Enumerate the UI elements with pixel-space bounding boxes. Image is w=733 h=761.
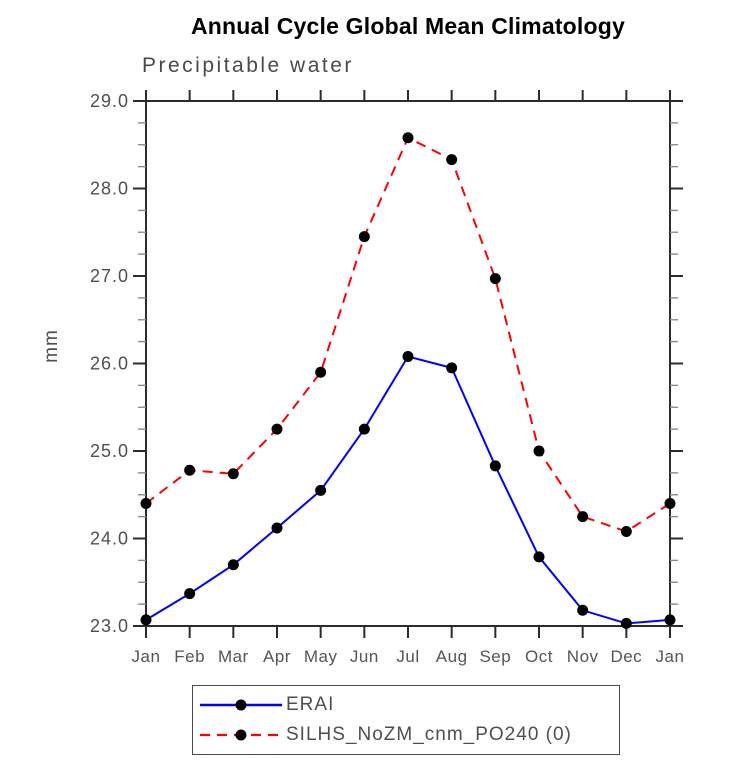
series-0-marker bbox=[402, 351, 414, 362]
series-1-marker bbox=[402, 132, 414, 144]
series-1-marker bbox=[620, 526, 632, 537]
series-1-marker bbox=[358, 231, 370, 243]
x-tick-label: Dec bbox=[610, 647, 642, 666]
x-tick-label: Nov bbox=[567, 647, 599, 666]
series-1-marker bbox=[184, 464, 196, 476]
series-0-marker bbox=[620, 617, 632, 629]
series-0-marker bbox=[227, 559, 239, 571]
erai-line-sample-icon bbox=[200, 699, 282, 711]
x-tick-label: May bbox=[304, 647, 338, 666]
x-tick-label: Oct bbox=[525, 647, 553, 666]
x-tick-label: Feb bbox=[174, 647, 205, 666]
series-0-marker bbox=[140, 614, 152, 626]
silhs-line-sample-icon bbox=[200, 729, 282, 741]
series-1-marker bbox=[533, 445, 545, 457]
series-1-marker bbox=[489, 273, 501, 285]
x-tick-label: Mar bbox=[218, 647, 249, 666]
series-0-line bbox=[145, 355, 671, 625]
series-1-marker bbox=[446, 154, 458, 166]
legend-label-silhs: SILHS_NoZM_cnm_PO240 (0) bbox=[286, 723, 572, 745]
y-axis-title: mm bbox=[41, 329, 62, 363]
x-tick-label: Jan bbox=[656, 647, 685, 666]
legend-box: ERAI SILHS_NoZM_cnm_PO240 (0) bbox=[192, 685, 620, 755]
series-1-line bbox=[145, 136, 671, 533]
x-tick-label: Jun bbox=[350, 647, 379, 666]
series-0-marker bbox=[358, 423, 370, 435]
x-tick-label: Jan bbox=[132, 647, 161, 666]
y-tick-label: 25.0 bbox=[90, 441, 129, 461]
legend-label-erai: ERAI bbox=[286, 694, 335, 716]
series-0-marker bbox=[533, 551, 545, 563]
series-0-marker bbox=[577, 604, 589, 616]
y-tick-label: 27.0 bbox=[90, 266, 129, 286]
series-1-marker bbox=[664, 498, 676, 509]
chart-subtitle: Precipitable water bbox=[142, 54, 354, 77]
series-1-marker bbox=[315, 366, 327, 378]
y-tick-label: 23.0 bbox=[90, 616, 129, 636]
y-tick-label: 29.0 bbox=[90, 91, 129, 111]
axis-frame bbox=[145, 100, 671, 627]
y-tick-label: 26.0 bbox=[90, 354, 129, 374]
series-0-marker bbox=[315, 484, 327, 496]
series-0-marker bbox=[664, 614, 676, 626]
series-0-marker bbox=[489, 460, 501, 472]
x-tick-label: Sep bbox=[479, 647, 511, 666]
y-tick-label: 24.0 bbox=[90, 529, 129, 549]
series-1-marker bbox=[140, 498, 152, 509]
x-tick-label: Jul bbox=[396, 647, 419, 666]
series-0-marker bbox=[271, 522, 283, 534]
series-0-marker bbox=[184, 588, 196, 600]
y-tick-label: 28.0 bbox=[90, 179, 129, 199]
legend-item-silhs: SILHS_NoZM_cnm_PO240 (0) bbox=[198, 723, 619, 745]
x-tick-label: Apr bbox=[263, 647, 291, 666]
series-1-marker bbox=[227, 468, 239, 480]
x-tick-label: Aug bbox=[436, 647, 468, 666]
series-0-marker bbox=[446, 362, 458, 374]
series-1-marker bbox=[271, 423, 283, 435]
chart-title: Annual Cycle Global Mean Climatology bbox=[190, 13, 626, 39]
series-1-marker bbox=[577, 511, 589, 523]
legend-item-erai: ERAI bbox=[198, 694, 619, 716]
